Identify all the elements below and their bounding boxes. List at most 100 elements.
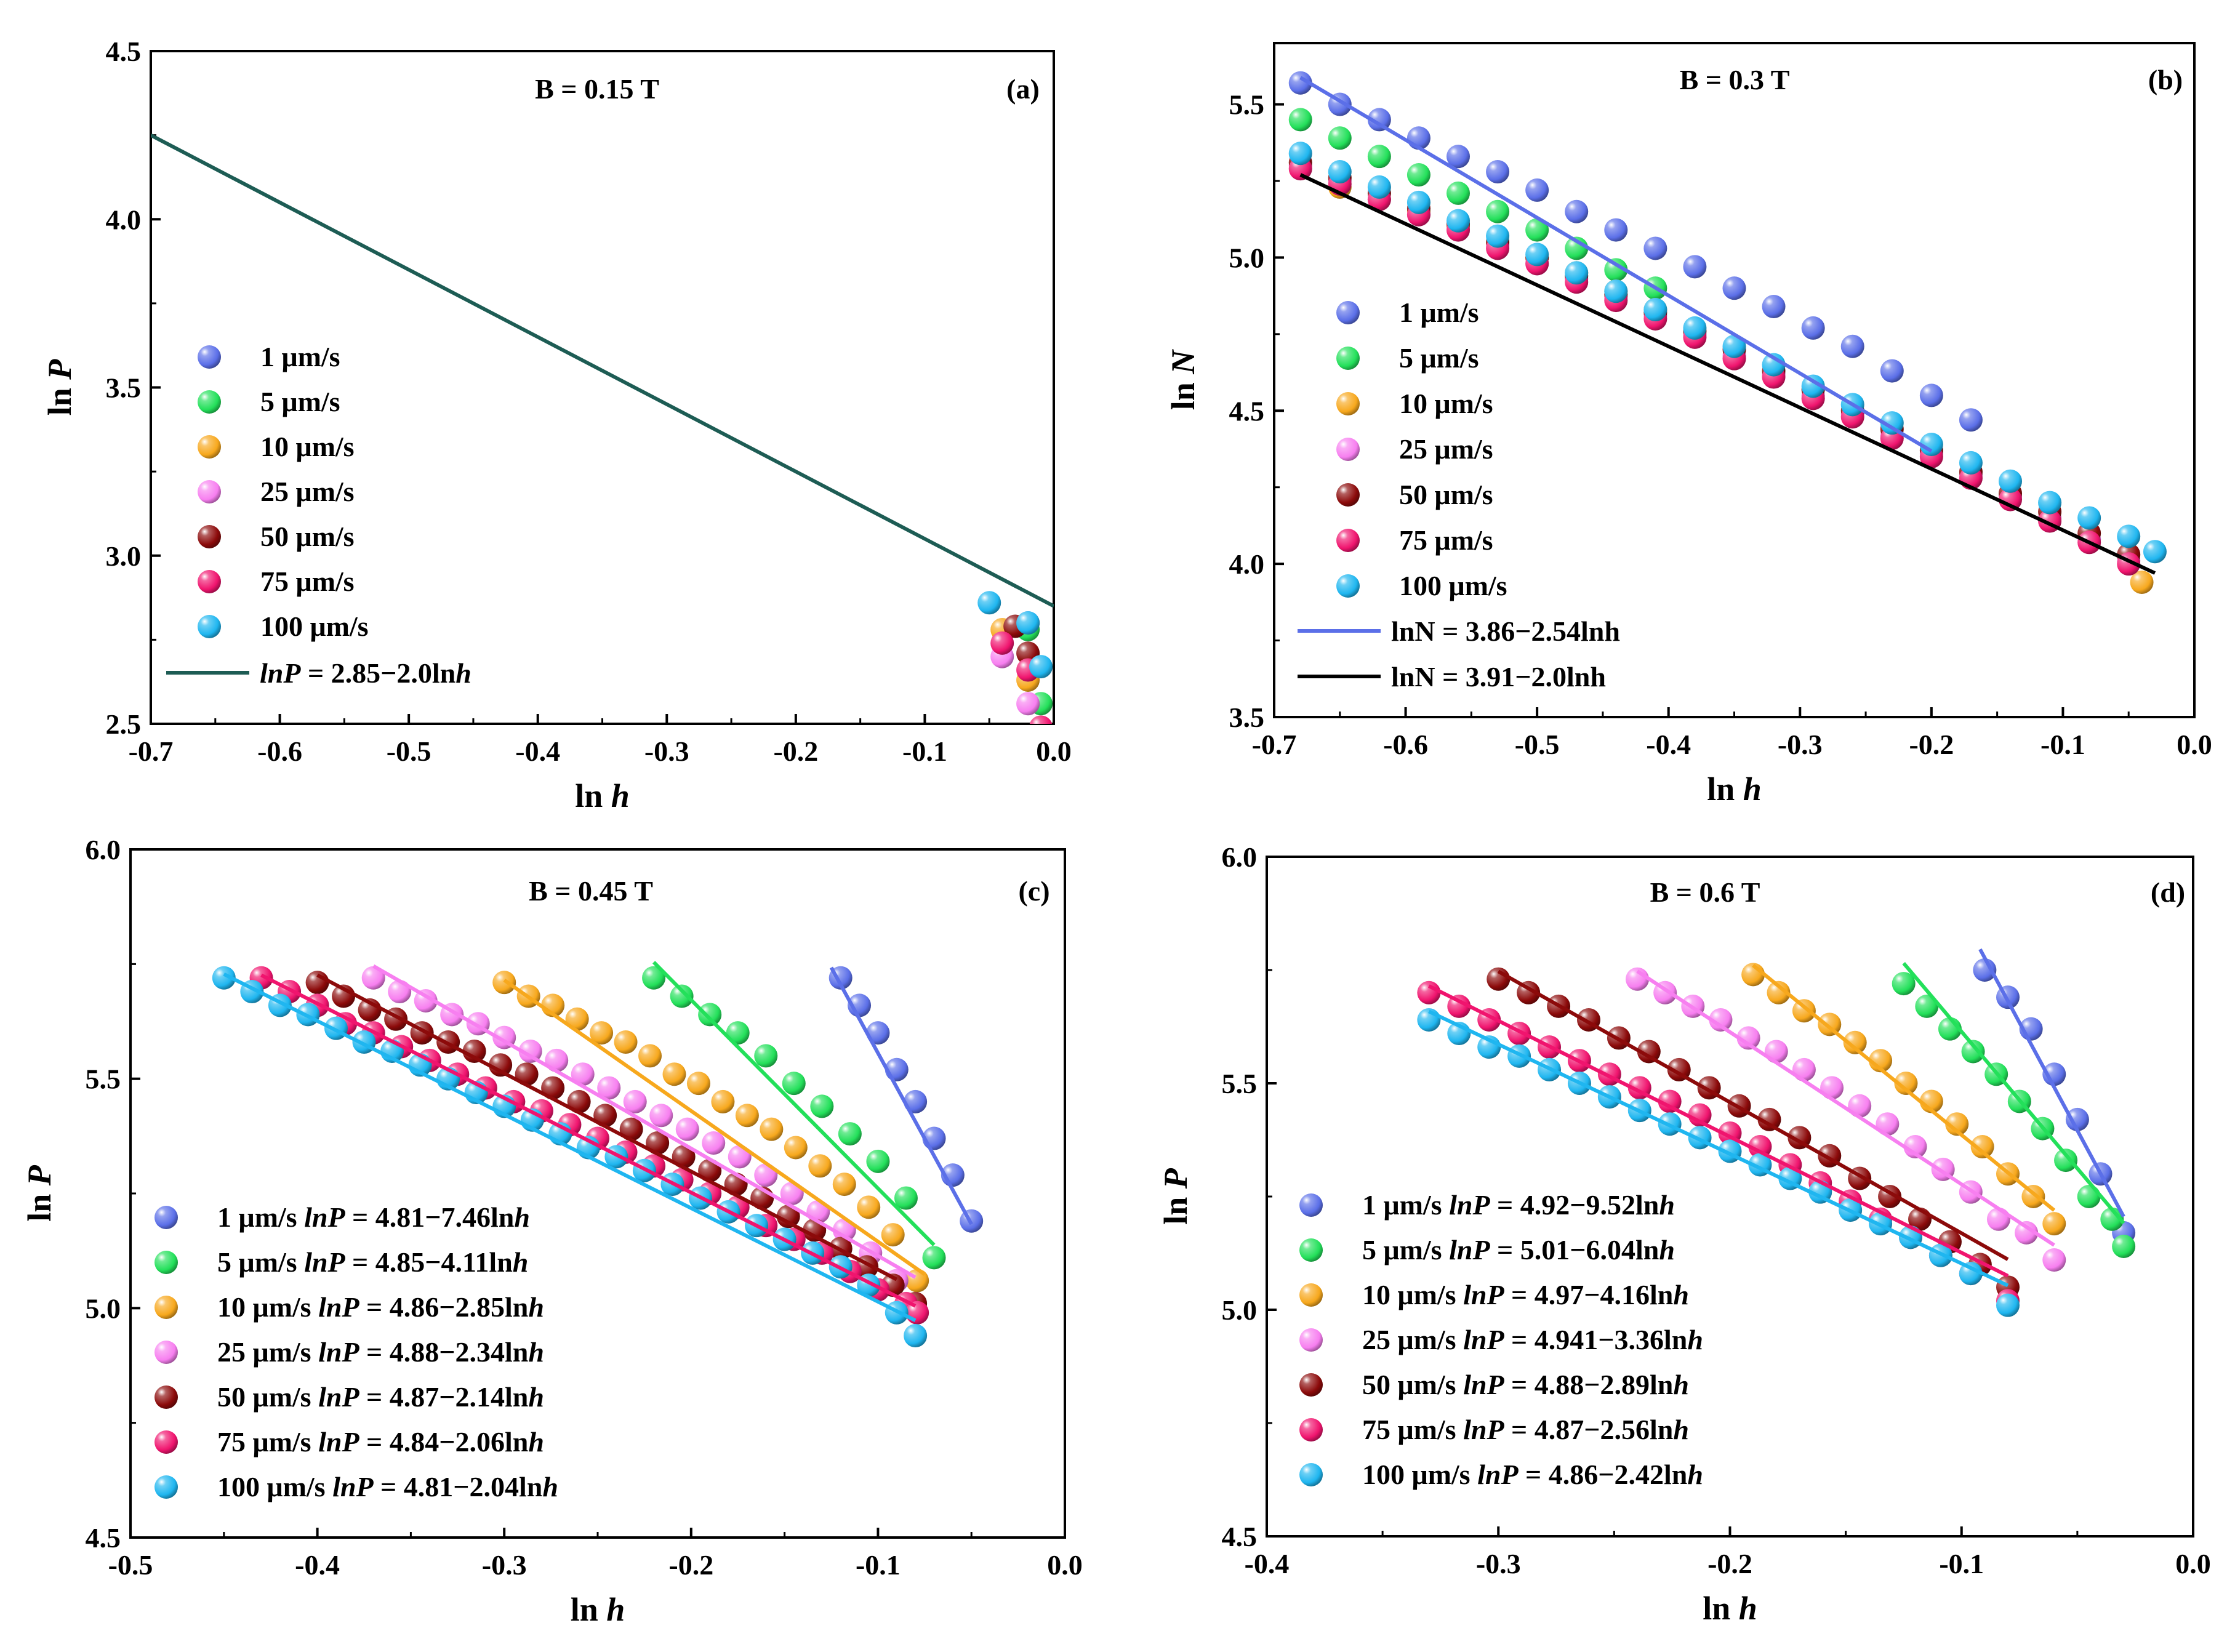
legend-label: 5 μm/s <box>1399 342 1479 374</box>
data-point-1 <box>1367 108 1391 132</box>
data-point-1 <box>1288 71 1312 95</box>
panel-letter: (b) <box>2148 64 2183 95</box>
legend-label: 50 μm/s <box>260 521 355 552</box>
fit-line <box>1902 962 2125 1225</box>
data-point-5 <box>754 1044 778 1068</box>
x-tick-label: -0.5 <box>108 1549 153 1581</box>
x-tick-label: -0.2 <box>668 1549 713 1581</box>
fit-line <box>223 972 917 1322</box>
data-point-10 <box>638 1044 662 1068</box>
data-point-100 <box>1880 411 1904 435</box>
data-point-100 <box>1604 279 1628 303</box>
data-point-1 <box>1525 178 1549 202</box>
panel-b: -0.7 -0.6 -0.5 -0.4 -0.3 -0.2 -0.1 0.0 3.5 4.0 4.5… <box>1165 42 2212 808</box>
data-point-10 <box>662 1062 686 1086</box>
legend-label: 100 μm/s lnP = 4.81−2.04lnh <box>217 1471 558 1502</box>
data-point-1 <box>1801 316 1825 340</box>
data-point-10 <box>686 1072 710 1096</box>
fit-line <box>1497 969 2009 1261</box>
data-point-10 <box>711 1089 735 1113</box>
data-point-75 <box>1029 715 1053 724</box>
data-point-100 <box>904 1324 928 1348</box>
legend-marker <box>198 435 221 459</box>
y-tick-label: 5.5 <box>1222 1068 1258 1099</box>
x-tick-label: 0.0 <box>1047 1549 1083 1581</box>
legend-label: 1 μm/s lnP = 4.92−9.52lnh <box>1362 1189 1675 1221</box>
legend-label: 50 μm/s lnP = 4.87−2.14lnh <box>217 1381 544 1413</box>
data-point-1 <box>1959 408 1983 432</box>
fit-line <box>151 133 1054 608</box>
data-point-100 <box>1683 316 1707 340</box>
data-point-10 <box>1894 1072 1918 1095</box>
data-point-100 <box>1406 190 1430 214</box>
x-tick-label: 0.0 <box>1036 736 1072 767</box>
y-tick-label: 4.5 <box>86 1522 121 1554</box>
legend: 1 μm/s 5 μm/s 10 μm/s 25 μm/s 50 μm/s 75 μm/s… <box>1298 297 1620 692</box>
fit-line <box>1428 984 2009 1278</box>
data-point-5 <box>1447 181 1470 205</box>
legend-label: 100 μm/s lnP = 4.86−2.42lnh <box>1362 1459 1703 1490</box>
legend-label: 5 μm/s lnP = 5.01−6.04lnh <box>1362 1234 1675 1265</box>
y-tick-label: 3.0 <box>106 540 142 572</box>
legend-label: 1 μm/s <box>260 341 340 372</box>
legend-marker <box>1336 347 1360 370</box>
data-point-10 <box>1767 980 1791 1004</box>
data-point-100 <box>1565 261 1589 285</box>
legend-marker <box>1299 1193 1323 1217</box>
data-point-1 <box>1762 295 1786 319</box>
data-point-25 <box>388 980 412 1004</box>
data-point-10 <box>590 1021 614 1045</box>
data-point-5 <box>2054 1149 2078 1173</box>
panel-c: -0.5 -0.4 -0.3 -0.2 -0.1 0.0 4.5 5.0 5.5 6.0 ln h l… <box>21 834 1083 1628</box>
data-point-25 <box>1792 1057 1816 1081</box>
data-point-100 <box>2143 540 2167 564</box>
data-point-5 <box>782 1072 806 1096</box>
x-tick-label: -0.1 <box>2040 729 2085 760</box>
data-point-50 <box>1637 1040 1661 1064</box>
data-point-5 <box>642 966 666 990</box>
y-axis-label: ln N <box>1165 349 1202 411</box>
data-point-5 <box>810 1094 834 1118</box>
legend-marker <box>198 390 221 414</box>
data-point-100 <box>1959 451 1983 475</box>
data-point-100 <box>1919 433 1943 457</box>
legend-fit-label: lnN = 3.86−2.54lnh <box>1391 615 1620 647</box>
data-point-1 <box>2065 1107 2089 1131</box>
x-tick-label: -0.5 <box>1515 729 1560 760</box>
y-tick-label: 6.0 <box>86 834 121 865</box>
y-tick-label: 3.5 <box>106 372 142 404</box>
x-tick-label: -0.3 <box>1778 729 1823 760</box>
legend-marker <box>154 1385 178 1409</box>
data-point-1 <box>1565 199 1589 223</box>
x-axis-label: ln h <box>1707 771 1762 808</box>
y-tick-label: 4.0 <box>106 204 142 235</box>
data-point-25 <box>675 1117 699 1141</box>
data-point-1 <box>1683 255 1707 279</box>
data-point-1 <box>1840 334 1864 358</box>
fit-line <box>652 961 936 1246</box>
legend-label: 100 μm/s <box>260 611 369 642</box>
data-point-25 <box>1016 692 1040 716</box>
data-point-75 <box>1688 1103 1712 1127</box>
data-point-25 <box>414 988 438 1012</box>
fit-line <box>1428 1009 2009 1288</box>
legend-label: 75 μm/s lnP = 4.84−2.06lnh <box>217 1426 544 1458</box>
data-point-5 <box>1915 994 1939 1018</box>
legend-label: 25 μm/s <box>1399 433 1493 465</box>
data-point-25 <box>1626 967 1649 991</box>
legend-fit-label: lnP = 2.85−2.0lnh <box>260 657 471 689</box>
legend-marker <box>198 570 221 593</box>
data-point-75 <box>990 631 1014 655</box>
plot-area <box>151 133 1054 724</box>
panel-letter: (c) <box>1018 875 1049 907</box>
data-point-5 <box>2077 1185 2101 1208</box>
y-tick-label: 4.5 <box>1229 395 1265 427</box>
data-point-50 <box>462 1039 486 1063</box>
legend-marker <box>1299 1283 1323 1307</box>
data-point-1 <box>1919 383 1943 407</box>
data-point-100 <box>1996 1293 2020 1317</box>
x-tick-label: -0.1 <box>1939 1548 1984 1579</box>
panel-letter: (a) <box>1006 73 1040 105</box>
data-point-5 <box>922 1246 946 1270</box>
data-point-25 <box>1736 1026 1760 1050</box>
